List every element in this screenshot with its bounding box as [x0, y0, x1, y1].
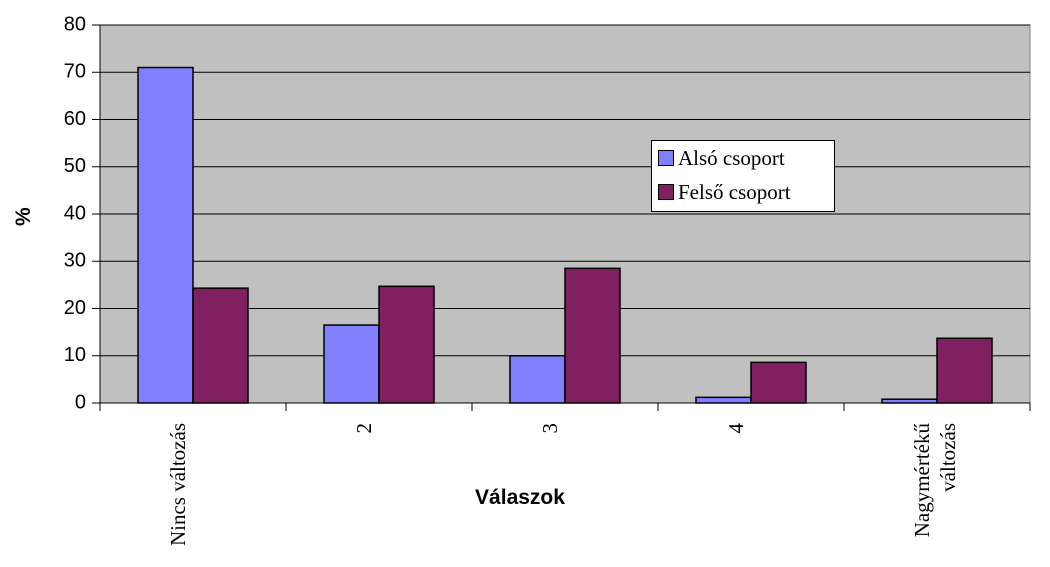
legend-swatch	[658, 150, 674, 166]
x-tick-label: 3	[538, 423, 562, 434]
legend-label: Alsó csoport	[678, 145, 785, 170]
y-tick-label: 80	[64, 13, 86, 35]
bar	[750, 361, 807, 404]
legend-item: Alsó csoport	[652, 141, 834, 175]
bar	[564, 267, 621, 404]
y-tick-label: 10	[64, 344, 86, 366]
y-tick-label: 40	[64, 202, 86, 224]
y-tick-label: 30	[64, 250, 86, 272]
bar	[192, 287, 249, 404]
y-tick-label: 50	[64, 155, 86, 177]
bar	[936, 337, 993, 404]
bar	[323, 324, 380, 404]
x-tick-label: 2	[352, 423, 376, 434]
legend-swatch	[658, 184, 674, 200]
y-tick-label: 70	[64, 61, 86, 83]
bar	[137, 66, 194, 404]
x-tick-label: Nagymértékű változás	[910, 423, 960, 538]
bar	[378, 285, 435, 404]
legend: Alsó csoport Felső csoport	[651, 140, 835, 212]
legend-item: Felső csoport	[652, 175, 834, 209]
y-tick-label: 20	[64, 297, 86, 319]
bar	[881, 398, 938, 404]
y-tick-label: 0	[75, 391, 86, 413]
y-tick-label: 60	[64, 108, 86, 130]
bar	[695, 396, 752, 404]
legend-label: Felső csoport	[678, 179, 791, 204]
x-tick-label: Nincs változás	[166, 423, 190, 547]
bar	[509, 355, 566, 404]
x-tick-label: 4	[724, 423, 748, 434]
x-axis-title: Válaszok	[475, 486, 565, 509]
y-axis-title: %	[12, 207, 35, 226]
